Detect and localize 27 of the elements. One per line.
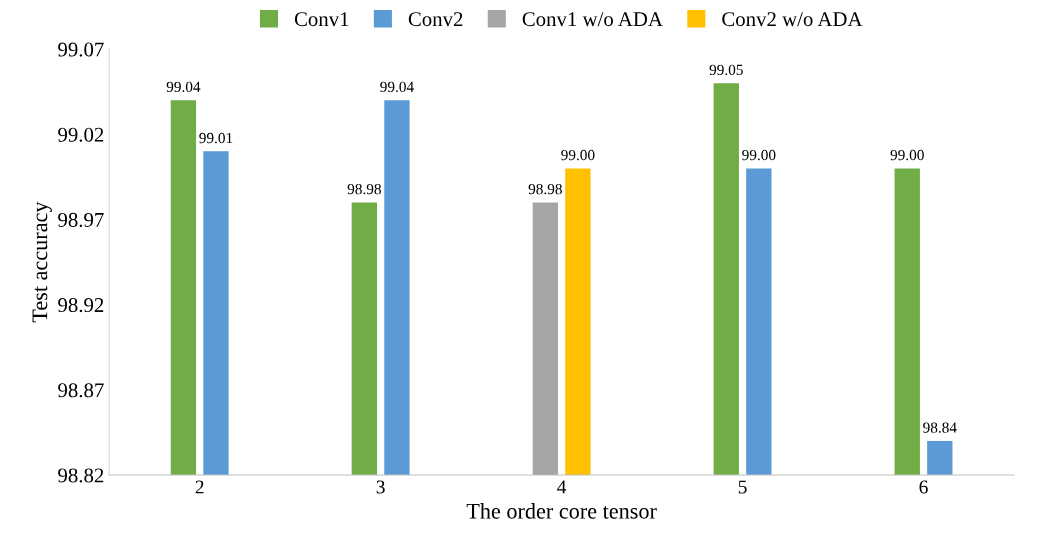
y-tick-label: 99.07 <box>58 42 104 57</box>
x-axis-title: The order core tensor <box>466 503 657 519</box>
data-label: 99.00 <box>742 149 776 161</box>
data-label: 99.01 <box>199 132 233 144</box>
x-tick-label: 4 <box>557 480 567 494</box>
data-label: 98.98 <box>347 183 381 195</box>
x-tick-label: 5 <box>738 480 747 494</box>
data-label: 99.04 <box>380 81 414 93</box>
x-tick-label: 6 <box>919 480 928 494</box>
data-label: 99.05 <box>709 64 743 76</box>
data-label: 99.00 <box>561 149 595 161</box>
data-label: 99.00 <box>890 149 924 161</box>
data-label: 98.98 <box>528 183 562 195</box>
data-label: 98.84 <box>923 422 957 433</box>
y-tick-label: 98.97 <box>58 212 104 228</box>
legend-label: Conv2 <box>408 12 463 27</box>
legend-label: Conv1 w/o ADA <box>522 12 663 27</box>
data-label: 99.04 <box>166 81 201 93</box>
legend-label: Conv2 w/o ADA <box>722 12 863 27</box>
legend-label: Conv1 <box>294 12 349 27</box>
x-tick-label: 2 <box>195 480 204 494</box>
x-tick-label: 3 <box>376 480 385 494</box>
y-tick-label: 98.82 <box>58 468 104 483</box>
y-tick-label: 98.87 <box>58 383 104 398</box>
y-tick-label: 98.92 <box>58 298 104 313</box>
y-axis-title: Test accuracy <box>32 201 52 323</box>
y-tick-label: 99.02 <box>58 127 104 142</box>
